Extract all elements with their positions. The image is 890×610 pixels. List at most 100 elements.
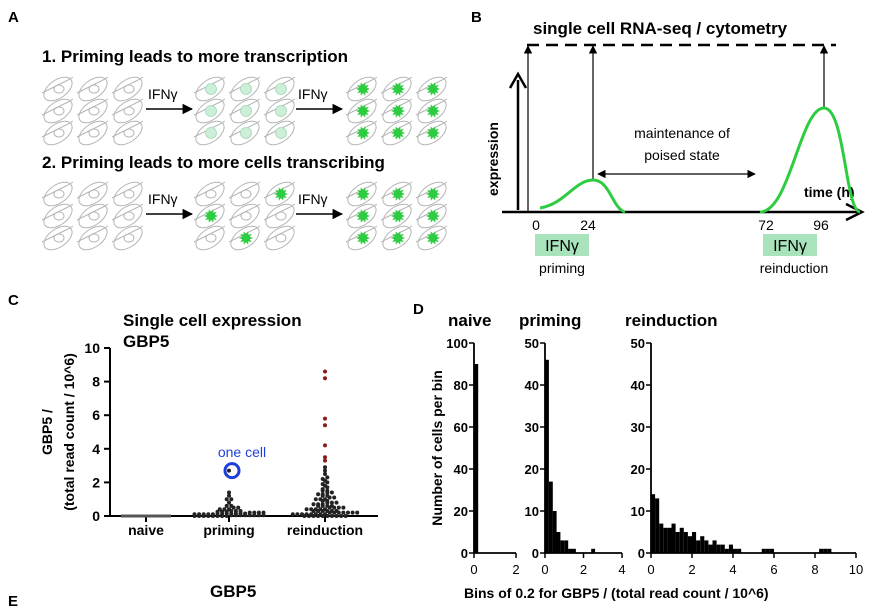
c-point: [164, 514, 167, 518]
histogram-bar: [560, 540, 565, 553]
histogram-bar: [572, 548, 576, 553]
c-point: [334, 514, 339, 518]
c-point: [343, 514, 348, 518]
c-point: [355, 510, 360, 515]
cell: [345, 120, 378, 146]
histogram-y-tick-label: 40: [454, 462, 468, 477]
row1-arrow-1: IFNγ: [146, 86, 194, 115]
cell-nucleus: [88, 84, 100, 94]
scatter-plot-c: 0 2 4 6 8 10 naive priming reinduction: [84, 340, 378, 538]
reinduction-label: reinduction: [760, 260, 829, 276]
cell-nucleus: [53, 84, 65, 94]
one-cell-highlight-ring: [223, 462, 241, 480]
histogram-bar: [675, 532, 680, 553]
c-point: [334, 500, 339, 505]
cell-membrane: [417, 203, 447, 229]
c-point: [192, 512, 197, 517]
cell-membrane: [382, 203, 412, 229]
c-point: [124, 514, 128, 518]
histogram-y-tick-label: 50: [525, 336, 539, 351]
cell: [41, 203, 74, 229]
c-point: [323, 472, 327, 476]
cell-nucleus: [53, 128, 65, 138]
cell: [41, 120, 74, 146]
cell: [380, 120, 413, 146]
maintenance-label-line1: maintenance of: [634, 125, 730, 141]
cell-membrane: [382, 225, 412, 251]
cell-membrane: [113, 225, 143, 251]
reinduction-response-curve: [759, 106, 861, 214]
c-point: [222, 507, 227, 512]
cell: [41, 181, 74, 207]
one-cell-annotation: one cell: [218, 444, 266, 460]
cell: [415, 98, 448, 124]
cell-nucleus-bright-green: [426, 187, 440, 201]
cell-nucleus: [240, 189, 252, 199]
cell: [111, 225, 144, 251]
histogram-bar: [552, 511, 557, 553]
cell-nucleus-bright-green: [204, 209, 218, 223]
histogram-x-tick-label: 2: [580, 562, 587, 577]
c-point: [325, 503, 330, 508]
c-point: [129, 514, 133, 518]
cell-nucleus-bright-green: [356, 104, 370, 118]
c-point: [318, 497, 323, 502]
histogram-bar: [545, 359, 549, 553]
cell-membrane: [347, 181, 377, 207]
histogram-bar: [728, 544, 733, 553]
row1-arrow-2: IFNγ: [296, 86, 344, 115]
c-point: [350, 510, 355, 515]
cell-nucleus-bright-green: [426, 209, 440, 223]
c-point: [323, 458, 327, 463]
histogram-bar: [568, 548, 572, 553]
cell-membrane: [417, 225, 447, 251]
cell-membrane: [43, 120, 73, 146]
cell-nucleus-light-green: [205, 105, 217, 117]
cell: [263, 181, 296, 207]
c-point: [304, 507, 309, 512]
panel-e-letter: E: [8, 593, 18, 610]
cell-membrane: [195, 225, 225, 251]
histogram-x-tick-label: 4: [618, 562, 625, 577]
row2-arrow-2: IFNγ: [296, 191, 344, 220]
b-ylabel: expression: [485, 122, 501, 196]
c-point: [206, 512, 211, 517]
cell-nucleus-bright-green: [356, 209, 370, 223]
cell-nucleus: [53, 233, 65, 243]
cell: [193, 225, 226, 251]
maintenance-label-line2: poised state: [644, 147, 720, 163]
histogram-y-tick-label: 60: [454, 420, 468, 435]
histogram-y-tick-label: 40: [525, 378, 539, 393]
cell-nucleus-bright-green: [274, 187, 288, 201]
c-point: [229, 497, 234, 502]
cell: [380, 76, 413, 102]
c-point: [238, 509, 243, 513]
c-point: [127, 514, 130, 518]
panel-a-letter: A: [8, 9, 19, 26]
c-point: [318, 512, 323, 517]
panel-a: A 1. Priming leads to more transcription…: [8, 9, 448, 251]
panel-b-title: single cell RNA-seq / cytometry: [533, 19, 788, 38]
c-y-tick-label: 10: [84, 340, 100, 356]
cell: [228, 203, 261, 229]
cell-nucleus-bright-green: [391, 209, 405, 223]
cell-membrane: [417, 76, 447, 102]
c-point: [323, 443, 327, 448]
cell-membrane: [43, 76, 73, 102]
c-y-tick-label: 8: [92, 374, 100, 390]
b-x-axis-head: [845, 202, 865, 222]
c-point: [166, 514, 170, 518]
cell-membrane: [382, 98, 412, 124]
cell-membrane: [230, 203, 260, 229]
histogram-y-tick-label: 100: [446, 336, 468, 351]
cell-nucleus-light-green: [205, 83, 217, 95]
cell-nucleus: [123, 128, 135, 138]
cell-membrane: [230, 181, 260, 207]
cell: [111, 76, 144, 102]
cell: [415, 203, 448, 229]
c-point: [323, 465, 327, 470]
c-point: [252, 510, 257, 515]
histogram-y-tick-label: 10: [525, 504, 539, 519]
histogram-naive: naive 0 20 40 60 80 100 0 2: [446, 311, 519, 577]
